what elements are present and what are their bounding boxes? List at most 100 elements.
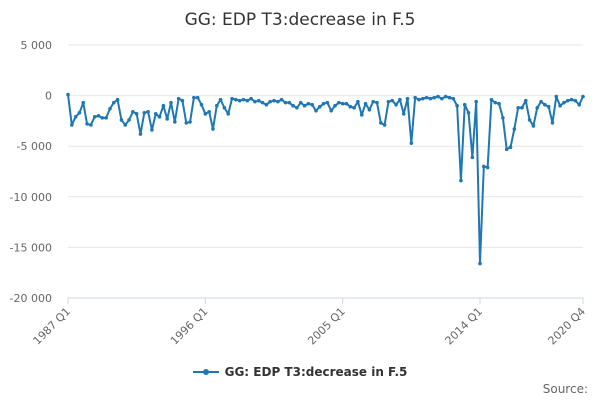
data-point[interactable] (272, 98, 276, 103)
data-point[interactable] (405, 96, 410, 101)
data-point[interactable] (291, 103, 295, 108)
data-point[interactable] (539, 99, 543, 104)
data-point[interactable] (222, 105, 227, 110)
data-point[interactable] (413, 95, 417, 100)
data-point[interactable] (169, 100, 173, 105)
data-point[interactable] (531, 124, 536, 128)
data-point[interactable] (497, 101, 501, 106)
data-point[interactable] (283, 100, 288, 105)
data-point[interactable] (298, 100, 303, 105)
data-point[interactable] (424, 95, 429, 100)
data-point[interactable] (260, 100, 265, 105)
data-point[interactable] (474, 99, 478, 104)
data-point[interactable] (577, 102, 581, 107)
data-point[interactable] (504, 147, 509, 152)
data-point[interactable] (348, 104, 353, 109)
data-point[interactable] (543, 102, 547, 107)
data-point[interactable] (127, 118, 131, 122)
data-point[interactable] (443, 94, 448, 99)
data-point[interactable] (535, 105, 540, 110)
data-point[interactable] (363, 101, 368, 106)
data-point[interactable] (310, 102, 314, 107)
data-point[interactable] (550, 121, 555, 125)
data-point[interactable] (367, 107, 372, 112)
data-point[interactable] (371, 99, 375, 104)
data-point[interactable] (482, 164, 486, 169)
data-point[interactable] (573, 98, 578, 103)
data-point[interactable] (218, 97, 223, 102)
data-point[interactable] (249, 96, 253, 101)
data-point[interactable] (214, 103, 219, 108)
data-point[interactable] (485, 165, 490, 170)
data-point[interactable] (436, 94, 440, 99)
data-point[interactable] (279, 97, 284, 102)
data-point[interactable] (329, 108, 334, 113)
data-point[interactable] (302, 103, 307, 108)
data-point[interactable] (340, 101, 345, 106)
data-point[interactable] (386, 99, 391, 104)
data-point[interactable] (230, 96, 234, 101)
data-point[interactable] (165, 117, 169, 121)
data-point[interactable] (134, 112, 139, 116)
data-point[interactable] (150, 128, 154, 132)
data-point[interactable] (344, 101, 349, 106)
data-point[interactable] (81, 100, 86, 105)
data-point[interactable] (70, 123, 74, 127)
data-point[interactable] (161, 103, 166, 108)
data-point[interactable] (142, 111, 147, 115)
data-point[interactable] (153, 112, 158, 116)
data-point[interactable] (306, 101, 311, 106)
data-point[interactable] (131, 109, 135, 114)
data-point[interactable] (73, 115, 78, 119)
data-point[interactable] (554, 94, 559, 99)
data-point[interactable] (352, 105, 356, 110)
data-point[interactable] (207, 109, 211, 114)
data-point[interactable] (440, 96, 444, 101)
data-point[interactable] (138, 132, 143, 136)
data-point[interactable] (295, 105, 299, 110)
data-point[interactable] (111, 100, 116, 105)
data-point[interactable] (314, 108, 318, 113)
data-point[interactable] (581, 94, 585, 99)
data-point[interactable] (558, 103, 562, 108)
data-point[interactable] (459, 178, 463, 183)
data-point[interactable] (501, 116, 505, 120)
data-point[interactable] (108, 106, 112, 111)
data-point[interactable] (77, 111, 82, 115)
data-point[interactable] (184, 121, 189, 125)
data-point[interactable] (188, 120, 192, 124)
data-point[interactable] (115, 97, 120, 102)
data-point[interactable] (451, 96, 456, 101)
data-point[interactable] (382, 123, 387, 127)
data-point[interactable] (379, 121, 383, 125)
data-point[interactable] (195, 95, 200, 100)
data-point[interactable] (428, 96, 433, 101)
data-point[interactable] (92, 115, 97, 119)
data-point[interactable] (234, 97, 238, 102)
data-point[interactable] (66, 92, 70, 97)
data-point[interactable] (104, 116, 108, 120)
data-point[interactable] (359, 113, 364, 117)
data-point[interactable] (203, 112, 208, 116)
data-point[interactable] (226, 112, 231, 116)
data-point[interactable] (401, 112, 406, 116)
data-point[interactable] (489, 97, 494, 102)
data-point[interactable] (192, 95, 196, 100)
legend[interactable]: GG: EDP T3:decrease in F.5 (0, 365, 600, 379)
data-point[interactable] (417, 97, 421, 102)
data-point[interactable] (85, 122, 89, 126)
data-point[interactable] (337, 100, 341, 105)
data-point[interactable] (253, 99, 257, 104)
data-point[interactable] (409, 141, 414, 145)
data-point[interactable] (173, 120, 177, 124)
data-point[interactable] (321, 101, 326, 106)
data-point[interactable] (493, 100, 498, 105)
data-point[interactable] (562, 100, 566, 105)
data-point[interactable] (462, 102, 467, 107)
data-point[interactable] (268, 99, 272, 104)
data-point[interactable] (119, 118, 124, 122)
data-point[interactable] (356, 99, 360, 104)
data-point[interactable] (333, 103, 337, 108)
data-point[interactable] (546, 104, 551, 109)
data-point[interactable] (523, 98, 528, 103)
